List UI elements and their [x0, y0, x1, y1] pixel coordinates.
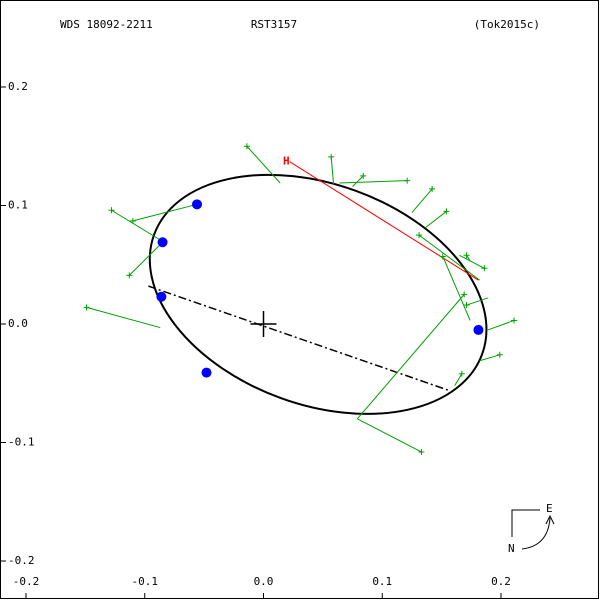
- observation: [461, 291, 468, 298]
- residual-line: [411, 188, 433, 213]
- observation: [429, 185, 436, 192]
- y-tick-label: -0.2: [8, 554, 35, 567]
- x-tick-label: 0.0: [254, 575, 274, 588]
- observation: [243, 143, 250, 150]
- compass-lines: [511, 509, 540, 537]
- x-tick-label: -0.1: [132, 575, 159, 588]
- observation: [418, 448, 425, 455]
- observation: [416, 232, 423, 239]
- origin-cross: [250, 311, 277, 337]
- residual-line: [352, 175, 364, 187]
- observation: [463, 302, 470, 309]
- observation: [443, 208, 450, 215]
- residual-line: [418, 234, 480, 281]
- residual-line: [330, 156, 335, 185]
- observation: [83, 304, 90, 311]
- observation: [481, 265, 488, 272]
- observation: [458, 370, 465, 377]
- periastron-label: H: [283, 155, 290, 168]
- observation: [129, 217, 136, 224]
- dot: [192, 199, 202, 210]
- y-tick-label: -0.1: [8, 436, 35, 449]
- compass-east: E: [546, 502, 553, 515]
- periastron-line: [289, 161, 479, 281]
- dot: [156, 291, 167, 302]
- line-of-nodes: [148, 285, 449, 392]
- residual-line: [111, 209, 161, 241]
- residual-line: [442, 256, 471, 321]
- residual-line: [246, 145, 281, 184]
- residual-line: [128, 241, 163, 276]
- orbit: [148, 173, 488, 415]
- compass-north: N: [508, 542, 515, 555]
- chart-subtitle: RST3157: [251, 18, 297, 31]
- observation: [108, 207, 115, 214]
- x-tick-label: 0.2: [491, 575, 511, 588]
- dot: [157, 237, 168, 248]
- observation: [463, 252, 470, 259]
- y-tick-label: 0.1: [8, 199, 28, 212]
- dot: [201, 367, 212, 378]
- residual-line: [459, 254, 485, 269]
- residual-line: [132, 203, 198, 222]
- compass-arrow: [521, 514, 555, 550]
- x-tick-label: 0.1: [372, 575, 392, 588]
- observation: [360, 172, 367, 179]
- residual-line: [86, 306, 161, 329]
- dot: [473, 324, 484, 335]
- reference: (Tok2015c): [474, 18, 540, 31]
- residual-line: [479, 354, 500, 362]
- observation: [496, 351, 503, 358]
- residual-line: [424, 211, 447, 229]
- residual-line: [466, 297, 489, 306]
- residual-line: [356, 294, 465, 420]
- observation: [511, 317, 518, 324]
- observation: [328, 153, 335, 160]
- residual-line: [487, 319, 515, 331]
- y-tick-label: 0.0: [8, 317, 28, 330]
- chart-title: WDS 18092-2211: [60, 18, 153, 31]
- residual-line: [339, 180, 408, 184]
- observation: [126, 272, 133, 279]
- observation: [439, 253, 446, 260]
- y-tick-label: 0.2: [8, 80, 28, 93]
- residual-line: [454, 373, 463, 386]
- x-tick-label: -0.2: [13, 575, 40, 588]
- observation: [404, 177, 411, 184]
- residual-line: [357, 418, 422, 453]
